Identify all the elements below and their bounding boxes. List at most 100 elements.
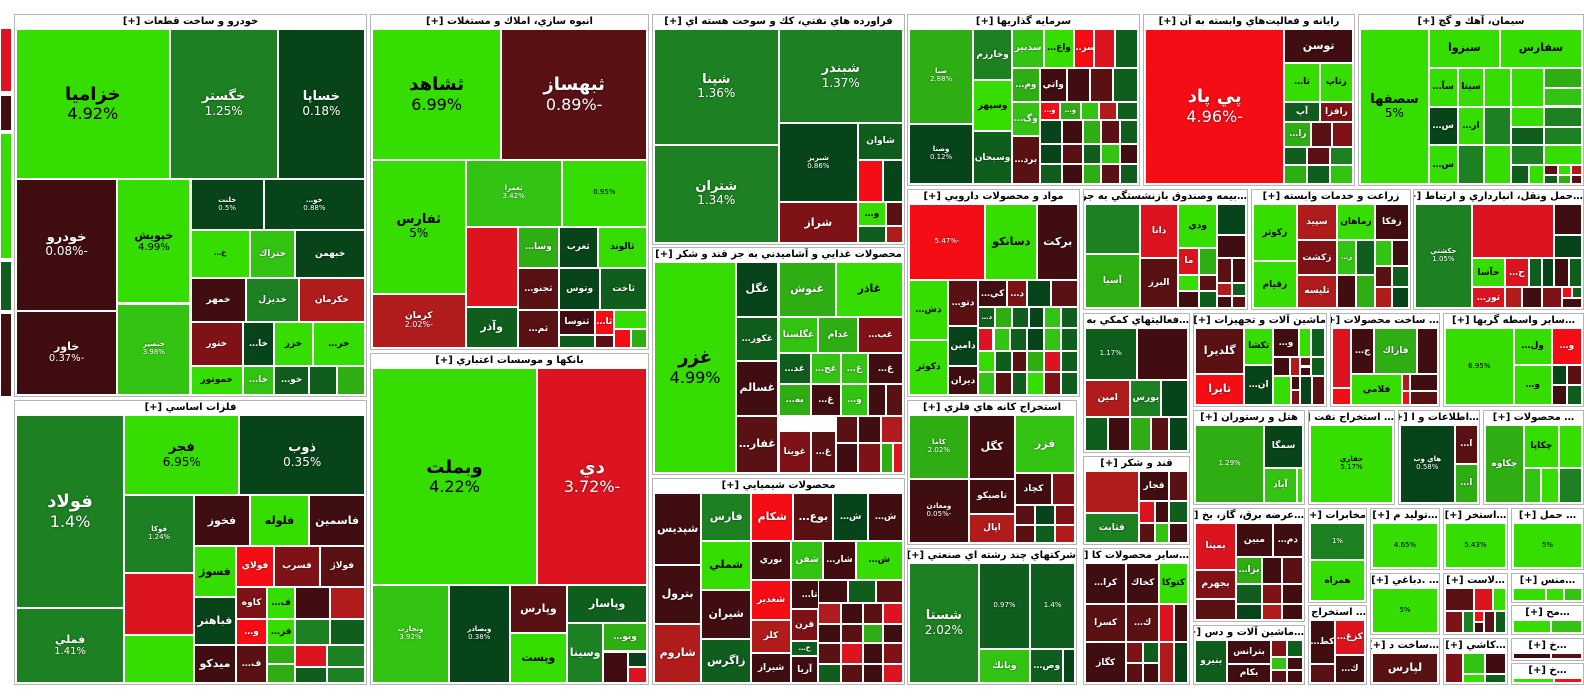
stock-tile[interactable]: وتجارت 3.92%	[372, 585, 449, 683]
stock-tile[interactable]	[1119, 163, 1138, 184]
stock-tile[interactable]	[1012, 372, 1028, 395]
stock-tile[interactable]: فزر	[1015, 415, 1075, 473]
stock-tile[interactable]	[627, 651, 647, 668]
stock-tile[interactable]	[863, 643, 884, 664]
stock-tile[interactable]	[880, 443, 894, 473]
stock-tile[interactable]: خبهمن	[295, 230, 365, 278]
stock-tile[interactable]: غج…	[810, 352, 841, 385]
stock-tile[interactable]	[1513, 678, 1555, 683]
stock-tile[interactable]: خساپا 0.18%	[277, 29, 365, 180]
stock-tile[interactable]	[1155, 522, 1170, 543]
stock-tile[interactable]	[885, 225, 903, 243]
stock-tile[interactable]: و…	[1060, 101, 1081, 121]
stock-tile[interactable]	[1523, 467, 1542, 503]
stock-tile[interactable]: شفن	[790, 540, 824, 581]
stock-tile[interactable]	[840, 643, 864, 664]
stock-tile[interactable]	[1312, 375, 1325, 405]
stock-tile[interactable]	[1391, 266, 1409, 288]
stock-tile[interactable]	[1484, 67, 1511, 107]
stock-tile[interactable]: چكاپا	[1523, 425, 1559, 468]
stock-tile[interactable]	[1401, 391, 1411, 405]
stock-tile[interactable]: وص…	[1030, 649, 1064, 683]
stock-tile[interactable]	[630, 328, 647, 348]
stock-tile[interactable]	[1282, 603, 1303, 620]
stock-tile[interactable]: واتي	[1039, 67, 1067, 102]
stock-tile[interactable]	[1044, 351, 1062, 373]
stock-tile[interactable]	[1199, 247, 1217, 275]
edge-stock-tile[interactable]	[0, 28, 12, 92]
stock-tile[interactable]	[1544, 145, 1582, 166]
stock-tile[interactable]: خزاميا 4.92%	[16, 29, 170, 180]
stock-tile[interactable]	[1083, 120, 1102, 144]
stock-tile[interactable]: ز…	[1337, 240, 1356, 275]
stock-tile[interactable]: شپنا 1.36%	[654, 29, 779, 145]
stock-tile[interactable]	[840, 603, 864, 625]
stock-tile[interactable]: ول…	[1513, 328, 1552, 365]
stock-tile[interactable]: تكشا	[1244, 328, 1273, 365]
stock-tile[interactable]: ثم…	[517, 309, 559, 348]
stock-tile[interactable]	[1300, 366, 1311, 376]
stock-tile[interactable]	[1061, 351, 1078, 373]
stock-tile[interactable]: غد…	[778, 352, 811, 385]
stock-tile[interactable]: خ…	[790, 641, 819, 657]
stock-tile[interactable]: ديران	[947, 366, 979, 395]
stock-tile[interactable]: نوري	[751, 540, 791, 581]
sector-header[interactable]: …توليد م [+]	[1371, 509, 1439, 523]
stock-tile[interactable]	[1015, 504, 1036, 526]
stock-tile[interactable]	[1282, 584, 1303, 604]
stock-tile[interactable]	[295, 645, 327, 667]
stock-tile[interactable]	[1541, 287, 1562, 308]
stock-tile[interactable]	[1521, 287, 1542, 308]
stock-tile[interactable]	[978, 351, 996, 373]
stock-tile[interactable]	[1126, 642, 1143, 663]
stock-tile[interactable]	[995, 307, 1013, 329]
stock-tile[interactable]	[1236, 603, 1262, 620]
stock-tile[interactable]: غزر 4.99%	[654, 262, 737, 473]
stock-tile[interactable]	[1474, 588, 1493, 612]
stock-tile[interactable]	[1138, 522, 1156, 543]
stock-tile[interactable]	[1062, 163, 1084, 184]
stock-tile[interactable]	[1126, 662, 1143, 683]
stock-tile[interactable]: مبين	[1236, 523, 1273, 557]
stock-tile[interactable]: فباهنر	[193, 597, 236, 646]
stock-tile[interactable]	[1173, 603, 1188, 643]
stock-tile[interactable]: 6.95%	[1445, 328, 1514, 405]
stock-tile[interactable]	[1457, 145, 1485, 184]
stock-tile[interactable]: واع…	[1044, 29, 1074, 68]
stock-tile[interactable]	[1051, 472, 1075, 505]
stock-tile[interactable]: حفاري 5.17%	[1310, 425, 1393, 503]
sector-header[interactable]: محصولات غذايي و آشاميدني به جز قند و شكر…	[653, 248, 904, 262]
stock-tile[interactable]	[1028, 307, 1045, 329]
stock-tile[interactable]: ش…	[855, 540, 903, 581]
stock-tile[interactable]	[465, 226, 518, 307]
stock-tile[interactable]	[1217, 235, 1246, 259]
stock-tile[interactable]	[1117, 101, 1138, 121]
sector-header[interactable]: …خ [+]	[1512, 639, 1583, 653]
stock-tile[interactable]	[1551, 384, 1567, 405]
stock-tile[interactable]	[1270, 640, 1287, 658]
stock-tile[interactable]	[1169, 522, 1188, 543]
stock-tile[interactable]: وسبحان	[973, 131, 1013, 184]
stock-tile[interactable]	[594, 335, 614, 348]
stock-tile[interactable]	[1282, 556, 1303, 585]
stock-tile[interactable]	[627, 667, 647, 683]
stock-tile[interactable]: و…	[1039, 101, 1061, 121]
stock-tile[interactable]	[1374, 240, 1392, 267]
stock-tile[interactable]	[267, 664, 296, 683]
stock-tile[interactable]: ثالوند	[597, 226, 647, 269]
stock-tile[interactable]	[1050, 280, 1078, 308]
stock-tile[interactable]: آپ	[1284, 101, 1320, 122]
stock-tile[interactable]	[1130, 416, 1151, 451]
stock-tile[interactable]: پي پاد -4.96%	[1145, 29, 1285, 184]
stock-tile[interactable]: 1.29%	[1195, 425, 1265, 503]
sector-header[interactable]: …كاشي [+]	[1444, 639, 1507, 653]
stock-tile[interactable]: د…	[1007, 280, 1028, 308]
stock-tile[interactable]: سمگا	[1264, 425, 1303, 468]
sector-header[interactable]: …ساخت د [+]	[1371, 639, 1439, 653]
stock-tile[interactable]: ك…	[1334, 654, 1365, 683]
stock-tile[interactable]	[1119, 143, 1138, 164]
stock-tile[interactable]	[863, 603, 884, 625]
stock-tile[interactable]	[1178, 274, 1200, 292]
stock-tile[interactable]	[1296, 467, 1303, 503]
stock-tile[interactable]	[1544, 67, 1582, 88]
